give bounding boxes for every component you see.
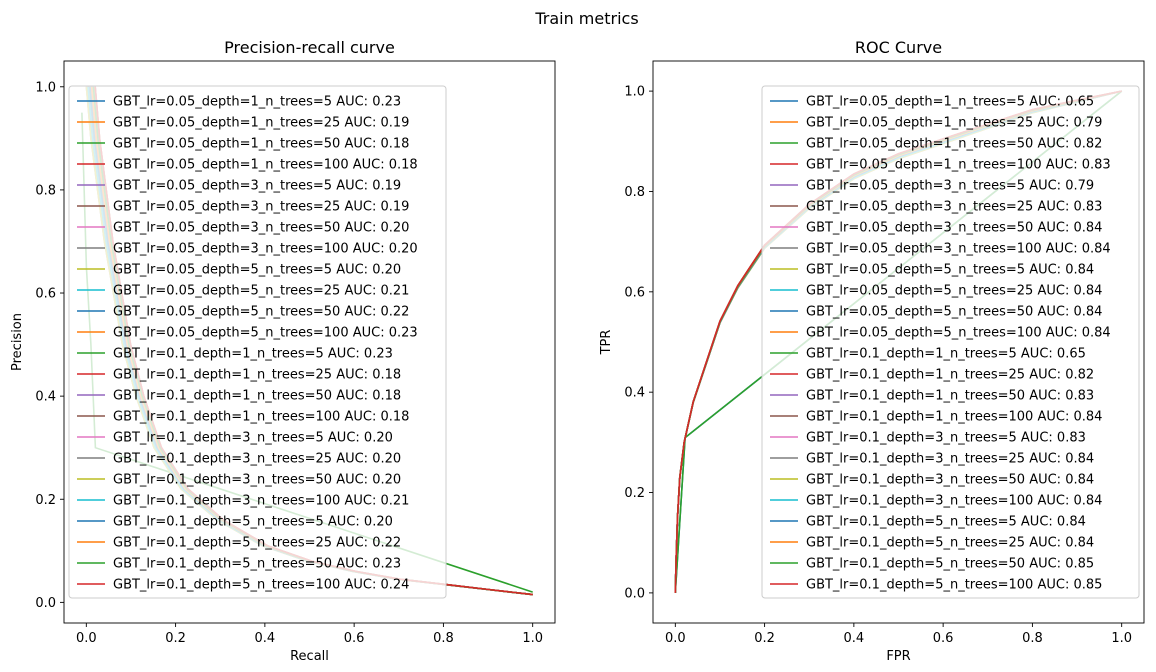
- legend-entry: GBT_lr=0.05_depth=1_n_trees=50 AUC: 0.18: [113, 137, 409, 152]
- legend-entry: GBT_lr=0.05_depth=1_n_trees=100 AUC: 0.8…: [806, 158, 1111, 173]
- legend-box: [68, 85, 447, 599]
- x-tick-label: 1.0: [522, 631, 543, 646]
- y-tick-label: 0.6: [35, 287, 56, 302]
- x-tick-label: 0.6: [933, 631, 954, 646]
- legend-entry: GBT_lr=0.1_depth=1_n_trees=100 AUC: 0.18: [113, 410, 409, 425]
- plot-title: ROC Curve: [855, 38, 942, 57]
- x-tick-label: 0.2: [165, 631, 186, 646]
- roc-panel: ROC Curve 0.0 0.2 0.4 0.6 0.8 1.0 0.0 0.2 0.4 0.6 0…: [599, 38, 1145, 664]
- legend-entry: GBT_lr=0.1_depth=1_n_trees=50 AUC: 0.18: [113, 389, 401, 404]
- x-tick-label: 0.0: [665, 631, 686, 646]
- legend-entry: GBT_lr=0.1_depth=1_n_trees=100 AUC: 0.84: [806, 410, 1102, 425]
- legend-entry: GBT_lr=0.1_depth=1_n_trees=5 AUC: 0.65: [806, 347, 1086, 362]
- legend-entry: GBT_lr=0.1_depth=3_n_trees=100 AUC: 0.84: [806, 494, 1102, 509]
- y-tick-label: 0.6: [624, 285, 645, 300]
- legend-entry: GBT_lr=0.1_depth=5_n_trees=50 AUC: 0.23: [113, 557, 401, 572]
- x-tick-label: 0.4: [255, 631, 276, 646]
- legend-entry: GBT_lr=0.05_depth=5_n_trees=100 AUC: 0.8…: [806, 326, 1111, 341]
- legend-entry: GBT_lr=0.1_depth=3_n_trees=25 AUC: 0.20: [113, 452, 401, 467]
- y-tick-label: 0.8: [624, 185, 645, 200]
- x-tick-label: 0.8: [1022, 631, 1043, 646]
- legend-entry: GBT_lr=0.05_depth=5_n_trees=50 AUC: 0.22: [113, 305, 409, 320]
- y-tick-label: 0.0: [624, 586, 645, 601]
- legend-entry: GBT_lr=0.05_depth=3_n_trees=25 AUC: 0.83: [806, 200, 1102, 215]
- legend: GBT_lr=0.05_depth=1_n_trees=5 AUC: 0.23 G…: [68, 85, 447, 599]
- legend-entry: GBT_lr=0.1_depth=5_n_trees=25 AUC: 0.84: [806, 536, 1094, 551]
- x-tick-label: 1.0: [1111, 631, 1132, 646]
- x-axis-label: FPR: [886, 649, 910, 664]
- legend-entry: GBT_lr=0.05_depth=5_n_trees=50 AUC: 0.84: [806, 305, 1102, 320]
- y-tick-label: 1.0: [624, 85, 645, 100]
- legend-entry: GBT_lr=0.05_depth=1_n_trees=25 AUC: 0.19: [113, 116, 409, 131]
- x-tick-label: 0.0: [76, 631, 97, 646]
- x-tick-label: 0.2: [754, 631, 775, 646]
- legend-entry: GBT_lr=0.1_depth=1_n_trees=25 AUC: 0.18: [113, 368, 401, 383]
- legend-entry: GBT_lr=0.05_depth=3_n_trees=25 AUC: 0.19: [113, 200, 409, 215]
- legend-entry: GBT_lr=0.1_depth=3_n_trees=5 AUC: 0.83: [806, 431, 1086, 446]
- legend-entry: GBT_lr=0.05_depth=3_n_trees=5 AUC: 0.79: [806, 179, 1094, 194]
- legend-entry: GBT_lr=0.1_depth=5_n_trees=100 AUC: 0.24: [113, 578, 409, 593]
- legend-entry: GBT_lr=0.1_depth=1_n_trees=25 AUC: 0.82: [806, 368, 1094, 383]
- legend-entry: GBT_lr=0.05_depth=3_n_trees=100 AUC: 0.2…: [113, 242, 418, 257]
- y-axis-label: Precision: [10, 313, 25, 371]
- legend: GBT_lr=0.05_depth=1_n_trees=5 AUC: 0.65 G…: [761, 85, 1140, 599]
- legend-entry: GBT_lr=0.05_depth=1_n_trees=100 AUC: 0.1…: [113, 158, 418, 173]
- legend-entry: GBT_lr=0.05_depth=5_n_trees=5 AUC: 0.20: [113, 263, 401, 278]
- legend-entry: GBT_lr=0.05_depth=1_n_trees=25 AUC: 0.79: [806, 116, 1102, 131]
- legend-entry: GBT_lr=0.1_depth=3_n_trees=50 AUC: 0.84: [806, 473, 1094, 488]
- legend-entry: GBT_lr=0.1_depth=5_n_trees=25 AUC: 0.22: [113, 536, 401, 551]
- y-tick-label: 0.2: [35, 493, 56, 508]
- axes-frame: [63, 60, 556, 624]
- legend-entry: GBT_lr=0.1_depth=1_n_trees=5 AUC: 0.23: [113, 347, 393, 362]
- legend-entry: GBT_lr=0.05_depth=1_n_trees=50 AUC: 0.82: [806, 137, 1102, 152]
- precision-recall-panel: Precision-recall curve 0.0 0.2 0.4 0.6 0.8 1.0…: [10, 38, 556, 664]
- x-tick-label: 0.8: [433, 631, 454, 646]
- axes-frame: [652, 60, 1145, 624]
- x-tick-label: 0.6: [344, 631, 365, 646]
- legend-entry: GBT_lr=0.05_depth=1_n_trees=5 AUC: 0.65: [806, 95, 1094, 110]
- legend-entry: GBT_lr=0.05_depth=5_n_trees=100 AUC: 0.2…: [113, 326, 418, 341]
- legend-entry: GBT_lr=0.05_depth=3_n_trees=100 AUC: 0.8…: [806, 242, 1111, 257]
- x-tick-label: 0.4: [844, 631, 865, 646]
- legend-entry: GBT_lr=0.05_depth=3_n_trees=50 AUC: 0.84: [806, 221, 1102, 236]
- legend-entry: GBT_lr=0.05_depth=5_n_trees=25 AUC: 0.21: [113, 284, 409, 299]
- legend-entry: GBT_lr=0.1_depth=5_n_trees=5 AUC: 0.20: [113, 515, 393, 530]
- legend-entry: GBT_lr=0.1_depth=5_n_trees=5 AUC: 0.84: [806, 515, 1086, 530]
- legend-box: [761, 85, 1140, 599]
- y-tick-label: 1.0: [35, 80, 56, 95]
- plot-title: Precision-recall curve: [224, 38, 395, 57]
- legend-entry: GBT_lr=0.1_depth=3_n_trees=5 AUC: 0.20: [113, 431, 393, 446]
- legend-entry: GBT_lr=0.1_depth=3_n_trees=50 AUC: 0.20: [113, 473, 401, 488]
- legend-entry: GBT_lr=0.05_depth=5_n_trees=5 AUC: 0.84: [806, 263, 1094, 278]
- figure-title: Train metrics: [534, 9, 638, 28]
- legend-entry: GBT_lr=0.05_depth=3_n_trees=5 AUC: 0.19: [113, 179, 401, 194]
- legend-entry: GBT_lr=0.05_depth=3_n_trees=50 AUC: 0.20: [113, 221, 409, 236]
- legend-entry: GBT_lr=0.1_depth=5_n_trees=100 AUC: 0.85: [806, 578, 1102, 593]
- legend-entry: GBT_lr=0.1_depth=5_n_trees=50 AUC: 0.85: [806, 557, 1094, 572]
- legend-entry: GBT_lr=0.05_depth=1_n_trees=5 AUC: 0.23: [113, 95, 401, 110]
- legend-entry: GBT_lr=0.1_depth=3_n_trees=100 AUC: 0.21: [113, 494, 409, 509]
- legend-entry: GBT_lr=0.05_depth=5_n_trees=25 AUC: 0.84: [806, 284, 1102, 299]
- y-tick-label: 0.8: [35, 183, 56, 198]
- x-axis-label: Recall: [290, 649, 329, 664]
- y-tick-label: 0.4: [35, 390, 56, 405]
- y-tick-label: 0.4: [624, 386, 645, 401]
- legend-entry: GBT_lr=0.1_depth=1_n_trees=50 AUC: 0.83: [806, 389, 1094, 404]
- y-tick-label: 0.0: [35, 596, 56, 611]
- y-axis-label: TPR: [599, 330, 614, 356]
- y-tick-label: 0.2: [624, 486, 645, 501]
- legend-entry: GBT_lr=0.1_depth=3_n_trees=25 AUC: 0.84: [806, 452, 1094, 467]
